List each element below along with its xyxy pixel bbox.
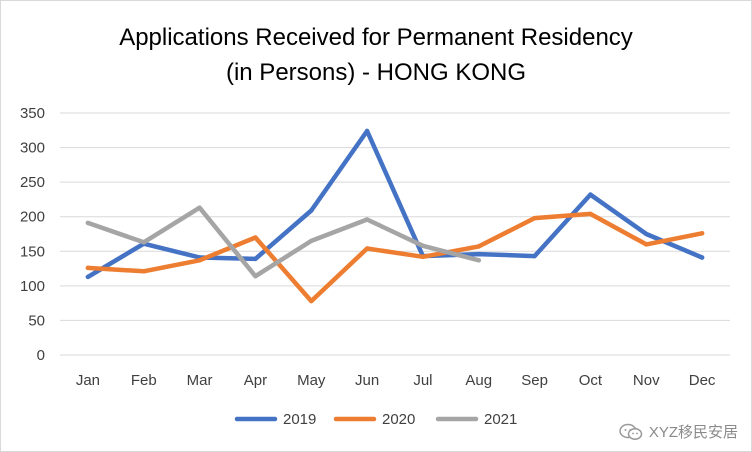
chart-title-line1: Applications Received for Permanent Resi… [119, 24, 633, 51]
series-lines [85, 128, 705, 304]
y-tick-label: 150 [20, 243, 45, 260]
series-line-2021 [85, 205, 482, 279]
data-point-2020-jan [85, 265, 91, 271]
legend[interactable]: 2019 2020 2021 [234, 411, 517, 428]
x-tick-label-jun: Jun [355, 372, 379, 389]
data-point-2020-aug [476, 244, 481, 249]
x-tick-label-oct: Oct [579, 372, 603, 389]
data-point-2020-feb [141, 269, 146, 274]
data-point-2019-dec [699, 255, 705, 260]
y-axis-ticks: 0 50 100 150 200 250 300 350 [20, 105, 45, 364]
series-line-2019 [85, 128, 705, 280]
data-point-2021-aug [476, 258, 481, 263]
data-point-2020-jul [420, 254, 426, 260]
series-line-2020 [85, 211, 705, 304]
legend-label-2019[interactable]: 2019 [283, 411, 316, 428]
x-tick-label-apr: Apr [244, 372, 267, 389]
data-point-2019-oct [588, 192, 593, 197]
data-point-2019-may [309, 208, 314, 213]
data-point-2021-mar [197, 205, 202, 210]
data-point-2020-mar [197, 258, 202, 263]
y-tick-label: 100 [20, 278, 45, 295]
data-point-2020-sep [532, 215, 537, 221]
y-tick-label: 250 [20, 174, 45, 191]
x-tick-label-jan: Jan [76, 372, 100, 389]
watermark: XYZ移民安居 [619, 421, 738, 442]
data-point-2021-jan [85, 220, 91, 226]
x-tick-label-jul: Jul [413, 372, 432, 389]
data-point-2020-oct [588, 211, 593, 217]
x-tick-label-mar: Mar [187, 372, 213, 389]
y-tick-label: 300 [20, 140, 45, 157]
data-point-2019-jan [85, 274, 91, 280]
data-point-2021-jun [364, 217, 370, 222]
x-tick-label-feb: Feb [131, 372, 157, 389]
grid-lines [60, 112, 730, 356]
data-point-2021-jul [420, 243, 426, 248]
x-tick-label-may: May [297, 372, 326, 389]
data-point-2020-may [309, 298, 314, 304]
data-point-2021-feb [141, 240, 146, 245]
data-point-2020-dec [699, 231, 705, 236]
data-point-2020-nov [644, 242, 649, 247]
legend-label-2021[interactable]: 2021 [484, 411, 517, 428]
data-point-2020-jun [364, 246, 370, 251]
data-point-2019-sep [532, 253, 537, 259]
x-tick-label-nov: Nov [633, 372, 660, 389]
wechat-icon [619, 423, 643, 440]
data-point-2019-nov [644, 231, 649, 237]
data-point-2019-apr [253, 256, 258, 262]
x-axis-ticks: Jan Feb Mar Apr May Jun Jul Aug Sep Oct Nov Dec [76, 372, 716, 389]
data-point-2020-apr [253, 235, 258, 240]
data-point-2021-apr [253, 273, 258, 279]
data-point-2021-may [309, 238, 314, 244]
data-point-2019-aug [476, 251, 481, 257]
x-tick-label-sep: Sep [521, 372, 548, 389]
legend-label-2020[interactable]: 2020 [382, 411, 415, 428]
x-tick-label-aug: Aug [465, 372, 492, 389]
data-point-2019-jun [364, 128, 370, 134]
watermark-text: XYZ移民安居 [648, 424, 738, 441]
chart-title-line2: (in Persons) - HONG KONG [226, 59, 526, 86]
y-tick-label: 50 [28, 312, 45, 329]
y-tick-label: 350 [20, 105, 45, 122]
y-tick-label: 0 [37, 347, 45, 364]
x-tick-label-dec: Dec [689, 372, 716, 389]
y-tick-label: 200 [20, 209, 45, 226]
